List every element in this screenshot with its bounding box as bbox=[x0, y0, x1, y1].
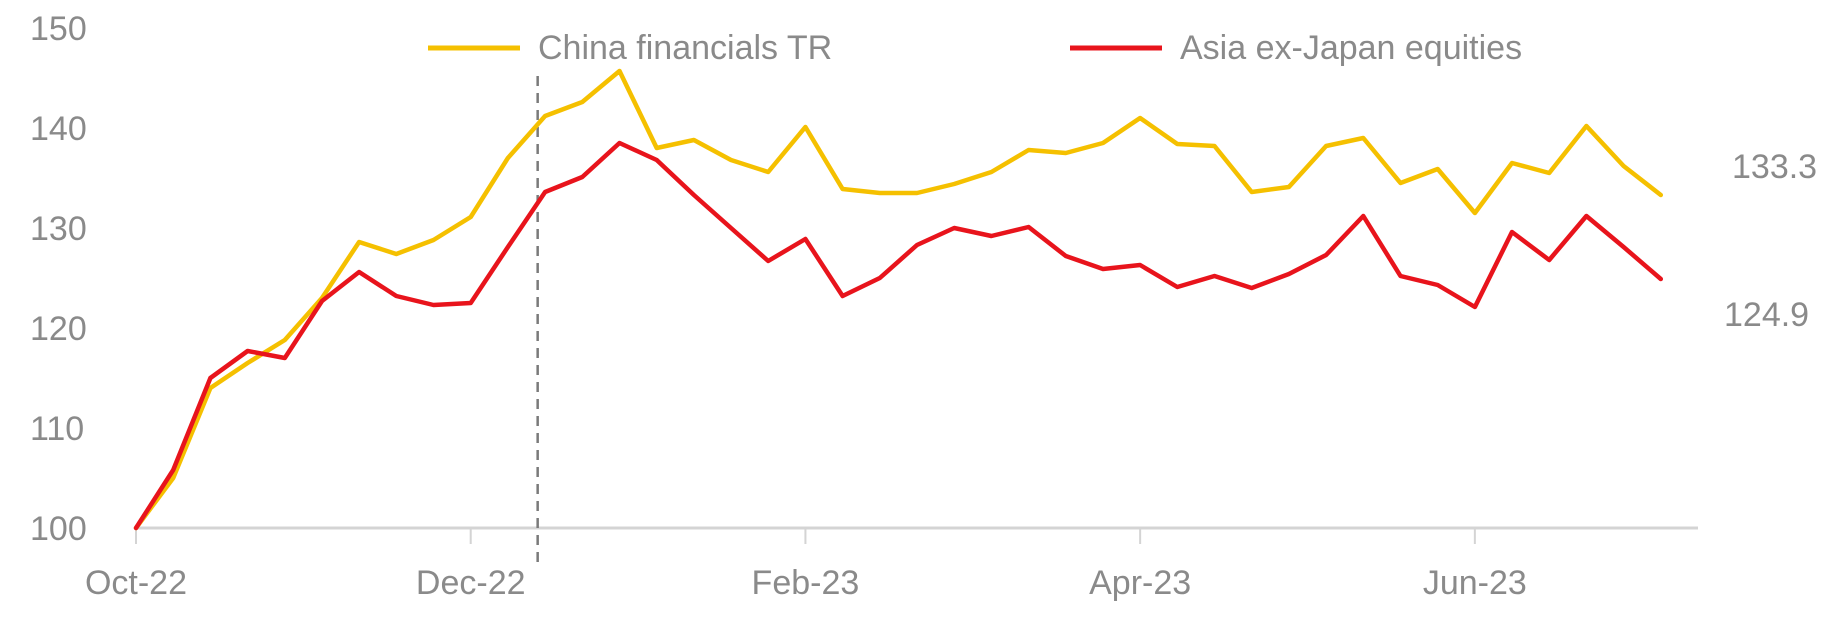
x-tick-label: Dec-22 bbox=[416, 564, 526, 602]
series-line-china-financials bbox=[133, 68, 1664, 531]
y-tick-label: 120 bbox=[30, 310, 87, 348]
y-tick-label: 130 bbox=[30, 210, 87, 248]
legend-label: Asia ex-Japan equities bbox=[1180, 29, 1522, 67]
legend-label: China financials TR bbox=[538, 29, 832, 67]
y-tick-label: 110 bbox=[30, 410, 84, 448]
series-group bbox=[133, 68, 1664, 531]
end-value-label: 133.3 bbox=[1732, 148, 1817, 186]
x-tick-label: Oct-22 bbox=[85, 564, 187, 602]
end-value-label: 124.9 bbox=[1724, 296, 1809, 334]
x-tick-label: Apr-23 bbox=[1089, 564, 1191, 602]
y-tick-label: 100 bbox=[30, 510, 87, 548]
x-tick-label: Feb-23 bbox=[752, 564, 860, 602]
x-tick-label: Jun-23 bbox=[1423, 564, 1527, 602]
x-axis: Oct-22 Dec-22 Feb-23 Apr-23 Jun-23 bbox=[85, 526, 1698, 602]
y-tick-label: 140 bbox=[30, 110, 87, 148]
legend: China financials TR Asia ex-Japan equitie… bbox=[428, 29, 1522, 67]
y-axis: 100 110 120 130 140 150 bbox=[30, 10, 87, 548]
y-tick-label: 150 bbox=[30, 10, 87, 48]
series-line-asia-ex-japan bbox=[133, 140, 1664, 531]
end-labels: 133.3 124.9 bbox=[1724, 148, 1817, 334]
